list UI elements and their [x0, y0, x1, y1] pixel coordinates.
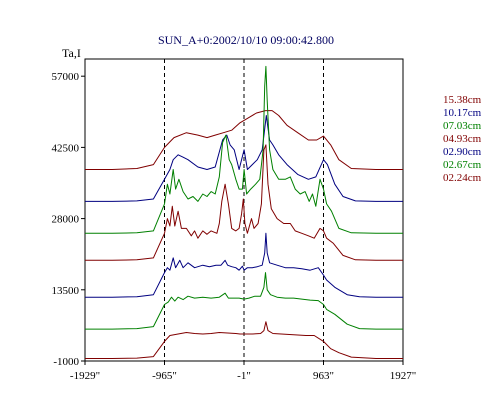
- series-line-02.24cm: [85, 321, 403, 359]
- legend-item: 10.17cm: [443, 107, 482, 119]
- y-tick-label: 13500: [52, 285, 80, 297]
- x-tick-label: 1927": [390, 370, 417, 382]
- series-line-10.17cm: [85, 115, 403, 202]
- legend: 15.38cm10.17cm07.03cm04.93cm02.90cm02.67…: [443, 94, 482, 184]
- legend-item: 02.67cm: [443, 159, 482, 171]
- x-tick-label: -1": [237, 370, 251, 382]
- legend-item: 02.90cm: [443, 146, 482, 158]
- legend-item: 02.24cm: [443, 172, 482, 184]
- legend-item: 04.93cm: [443, 133, 482, 145]
- series-line-02.67cm: [85, 272, 403, 330]
- x-tick-label: -965": [152, 370, 177, 382]
- series-line-02.90cm: [85, 232, 403, 298]
- y-axis-label: Ta,I: [62, 46, 81, 60]
- y-tick-label: 28000: [52, 214, 80, 226]
- series-lines: [85, 65, 403, 359]
- y-tick-label: 57000: [52, 71, 80, 83]
- chart-title: SUN_A+0:2002/10/10 09:00:42.800: [158, 33, 334, 47]
- y-tick-label: 42500: [52, 142, 80, 154]
- y-tick-label: -1000: [53, 356, 79, 368]
- y-axis-ticks: -1000 13500 28000 42500 57000: [52, 71, 85, 368]
- series-line-15.38cm: [85, 110, 403, 170]
- x-tick-label: -1929": [70, 370, 100, 382]
- series-line-07.03cm: [85, 65, 403, 234]
- x-tick-label: 963": [313, 370, 334, 382]
- series-line-04.93cm: [85, 144, 403, 261]
- x-axis-ticks: -1929" -965" -1" 963" 1927": [70, 361, 416, 382]
- legend-item: 07.03cm: [443, 120, 482, 132]
- legend-item: 15.38cm: [443, 94, 482, 106]
